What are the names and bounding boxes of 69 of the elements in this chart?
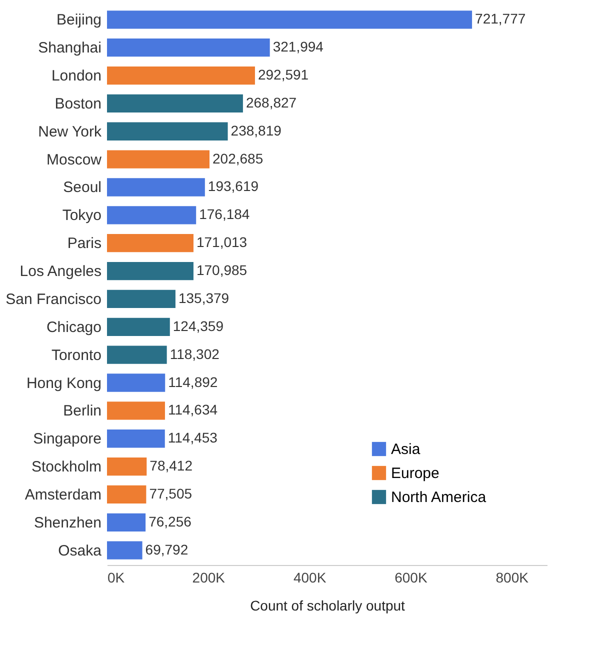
bar	[107, 402, 165, 420]
bar	[107, 150, 210, 168]
bar	[107, 206, 196, 224]
y-tick-label: London	[51, 68, 102, 85]
y-tick-label: New York	[38, 123, 102, 140]
data-label: 78,412	[150, 458, 193, 474]
data-label: 176,184	[199, 206, 250, 222]
legend-label: Asia	[391, 441, 421, 458]
data-label: 114,892	[168, 374, 218, 390]
bar	[107, 318, 170, 336]
bar	[107, 122, 228, 140]
bar	[107, 94, 243, 113]
data-label: 118,302	[170, 346, 220, 362]
x-tick-label: 200K	[192, 570, 226, 586]
x-axis-title: Count of scholarly output	[250, 598, 406, 614]
data-label: 238,819	[230, 122, 282, 138]
bar	[107, 178, 205, 196]
x-tick-label: 400K	[293, 570, 327, 586]
y-tick-label: Shanghai	[38, 40, 102, 57]
bar	[107, 374, 166, 392]
y-tick-label: San Francisco	[6, 290, 102, 308]
data-label: 202,685	[212, 150, 264, 166]
bar	[107, 457, 147, 476]
bar	[107, 430, 165, 448]
bar	[107, 290, 176, 308]
y-tick-label: Osaka	[58, 542, 102, 560]
legend-label: North America	[391, 489, 487, 506]
x-tick-label: 600K	[394, 570, 428, 586]
bar	[107, 38, 270, 57]
y-tick-label: Singapore	[33, 430, 102, 448]
data-label: 721,777	[475, 10, 526, 27]
x-tick-label: 0K	[108, 570, 126, 586]
data-label: 193,619	[208, 178, 259, 194]
bar	[107, 541, 142, 560]
data-label: 170,985	[196, 262, 248, 278]
y-tick-label: Moscow	[46, 151, 102, 168]
y-tick-label: Seoul	[63, 179, 102, 196]
bar	[107, 10, 472, 29]
y-tick-label: Los Angeles	[20, 263, 102, 280]
bar	[107, 66, 255, 85]
y-tick-label: Amsterdam	[24, 486, 102, 504]
y-tick-label: Shenzhen	[34, 514, 102, 532]
bar	[107, 262, 194, 280]
data-label: 292,591	[258, 66, 309, 83]
y-tick-label: Berlin	[63, 402, 102, 420]
bar	[107, 346, 167, 364]
data-label: 124,359	[172, 318, 224, 334]
data-label: 268,827	[246, 94, 297, 110]
data-label: 76,256	[148, 513, 192, 530]
y-tick-label: Beijing	[56, 12, 102, 29]
data-label: 77,505	[149, 485, 192, 502]
data-label: 69,792	[145, 541, 188, 558]
bar	[107, 485, 146, 504]
bar	[107, 513, 146, 532]
data-label: 321,994	[272, 38, 324, 55]
bar	[107, 234, 194, 252]
data-label: 114,634	[168, 402, 218, 418]
y-tick-label: Chicago	[46, 318, 102, 336]
y-tick-label: Toronto	[51, 346, 102, 364]
data-label: 114,453	[168, 430, 218, 446]
data-label: 135,379	[178, 290, 230, 306]
data-label: 171,013	[196, 234, 248, 250]
y-tick-label: Tokyo	[62, 207, 102, 224]
y-tick-label: Stockholm	[31, 458, 102, 476]
y-tick-label: Boston	[54, 95, 102, 112]
y-tick-label: Hong Kong	[26, 374, 102, 392]
legend-label: Europe	[391, 465, 440, 482]
x-tick-label: 800K	[496, 570, 530, 586]
y-tick-label: Paris	[67, 235, 102, 252]
